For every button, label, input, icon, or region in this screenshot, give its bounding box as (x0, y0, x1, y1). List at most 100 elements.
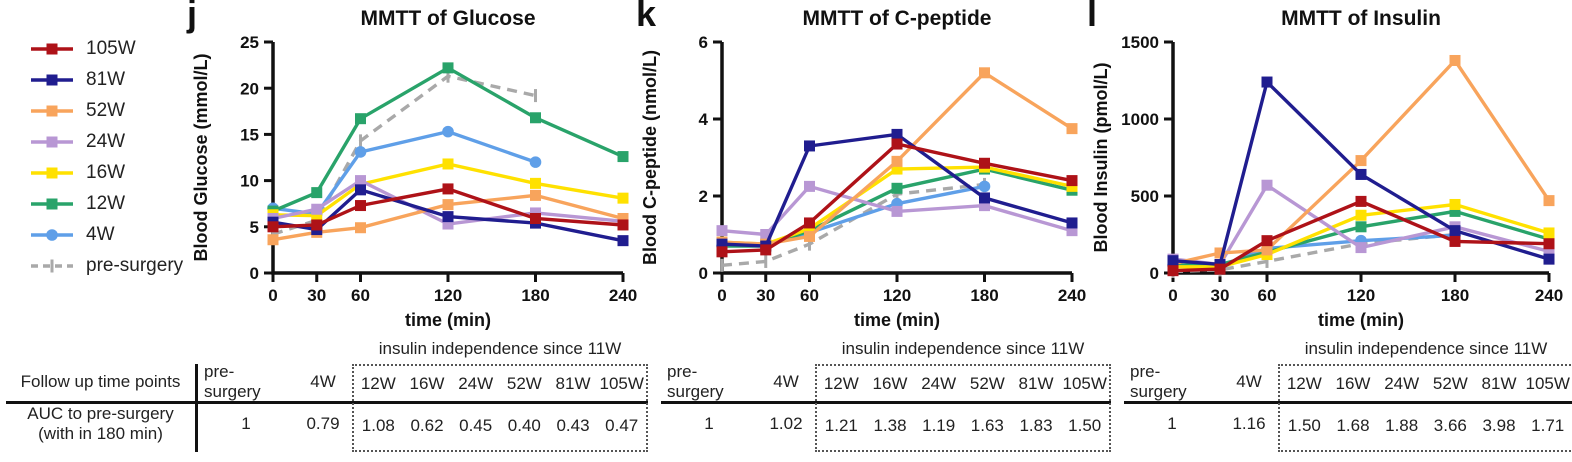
svg-text:60: 60 (351, 286, 370, 305)
value-16W: 0.62 (410, 416, 444, 436)
svg-text:0: 0 (268, 286, 277, 305)
col-header-81W: 81W (1018, 374, 1054, 393)
svg-text:240: 240 (1535, 286, 1563, 305)
table-rule (6, 401, 648, 404)
series-4W (716, 180, 991, 252)
box-caption: insulin independence since 11W (841, 339, 1085, 358)
x-axis-label: time (min) (1318, 310, 1404, 330)
col-header-24W: 24W (921, 374, 957, 393)
value-52W: 3.66 (1433, 416, 1467, 436)
svg-text:5: 5 (250, 218, 259, 237)
col-header-4W: 4W (773, 372, 799, 391)
y-axis-label: Blood C-peptide (nmol/L) (640, 50, 660, 265)
svg-text:10: 10 (240, 172, 259, 191)
value-24W: 0.45 (459, 416, 493, 436)
value-12W: 1.08 (361, 416, 395, 436)
legend-label: 4W (86, 224, 115, 245)
svg-text:60: 60 (800, 286, 819, 305)
series-105W (716, 138, 1078, 258)
col-header-12W: 12W (1286, 374, 1322, 393)
svg-text:120: 120 (1347, 286, 1375, 305)
svg-text:240: 240 (1058, 286, 1086, 305)
col-header-16W: 16W (872, 374, 908, 393)
value-81W: 1.83 (1019, 416, 1053, 436)
col-header-24W: 24W (458, 374, 494, 393)
value-pre-surgery: 1 (704, 414, 714, 434)
legend-label: pre-surgery (86, 255, 184, 276)
svg-text:2: 2 (699, 187, 708, 206)
svg-text:25: 25 (240, 33, 259, 52)
box-caption: insulin independence since 11W (378, 339, 622, 358)
legend-label: 16W (86, 162, 126, 183)
legend-item-105W: 105W (30, 38, 183, 60)
svg-text:1500: 1500 (1121, 33, 1159, 52)
svg-text:180: 180 (970, 286, 998, 305)
x-axis-label: time (min) (405, 310, 491, 330)
table-rule (661, 401, 1111, 404)
series-pre-surgery (720, 177, 986, 272)
value-4W: 1.16 (1232, 414, 1266, 434)
chart-title: MMTT of C-peptide (803, 7, 992, 30)
legend-marker-icon (31, 136, 73, 148)
value-4W: 1.02 (769, 414, 803, 434)
svg-text:0: 0 (699, 264, 708, 283)
panel-letter-k: k (636, 0, 657, 34)
svg-text:30: 30 (1211, 286, 1230, 305)
panel-letter-l: l (1087, 0, 1098, 34)
col-header-pre-surgery: pre-surgery (1130, 362, 1187, 401)
legend-item-24W: 24W (30, 131, 183, 153)
col-header-52W: 52W (969, 374, 1005, 393)
table-rule (1124, 401, 1572, 404)
col-header-24W: 24W (1384, 374, 1420, 393)
col-header-105W: 105W (1062, 374, 1107, 393)
legend-marker-icon (31, 105, 73, 117)
x-axis-label: time (min) (854, 310, 940, 330)
legend-marker-icon (31, 229, 73, 241)
legend-label: 52W (86, 100, 126, 121)
legend-marker-icon (31, 74, 73, 86)
value-pre-surgery: 1 (241, 414, 251, 434)
col-header-16W: 16W (409, 374, 445, 393)
value-12W: 1.21 (824, 416, 858, 436)
svg-text:30: 30 (307, 286, 326, 305)
svg-text:4: 4 (699, 110, 709, 129)
svg-text:20: 20 (240, 79, 259, 98)
svg-text:60: 60 (1258, 286, 1277, 305)
col-header-12W: 12W (823, 374, 859, 393)
panel-letter-j: j (187, 0, 198, 34)
svg-text:240: 240 (609, 286, 637, 305)
series-52W (716, 67, 1078, 250)
value-81W: 3.98 (1482, 416, 1516, 436)
legend-label: 105W (86, 38, 136, 59)
svg-text:0: 0 (1168, 286, 1177, 305)
value-16W: 1.38 (873, 416, 907, 436)
svg-text:180: 180 (521, 286, 549, 305)
legend-item-81W: 81W (30, 69, 183, 91)
panel-cpeptide: k 0 2 4 6 0 30 60 120 180 240 MMTT of C-peptide tim… (636, 0, 1088, 335)
svg-text:0: 0 (1150, 264, 1159, 283)
legend-label: 81W (86, 69, 126, 90)
legend-marker-icon (31, 198, 73, 210)
row-label: AUC to pre-surgery (with in 180 min) (27, 404, 174, 443)
legend-item-16W: 16W (30, 162, 183, 184)
col-header-105W: 105W (1525, 374, 1570, 393)
svg-text:1000: 1000 (1121, 110, 1159, 129)
value-24W: 1.88 (1385, 416, 1419, 436)
series-105W (1167, 195, 1555, 277)
legend-label: 24W (86, 131, 126, 152)
legend-label: 12W (86, 193, 126, 214)
value-12W: 1.50 (1287, 416, 1321, 436)
col-header-pre-surgery: pre-surgery (667, 362, 724, 401)
value-52W: 0.40 (507, 416, 541, 436)
legend-item-4W: 4W (30, 224, 183, 246)
svg-text:500: 500 (1131, 187, 1159, 206)
y-axis-label: Blood Glucose (mmol/L) (191, 53, 211, 261)
col-header-12W: 12W (360, 374, 396, 393)
svg-text:120: 120 (434, 286, 462, 305)
value-105W: 0.47 (605, 416, 639, 436)
svg-text:0: 0 (250, 264, 259, 283)
chart-l: 0 500 1000 1500 0 30 60 120 180 240 MMTT of Insuli… (1091, 7, 1563, 330)
col-header-81W: 81W (1481, 374, 1517, 393)
value-52W: 1.63 (970, 416, 1004, 436)
